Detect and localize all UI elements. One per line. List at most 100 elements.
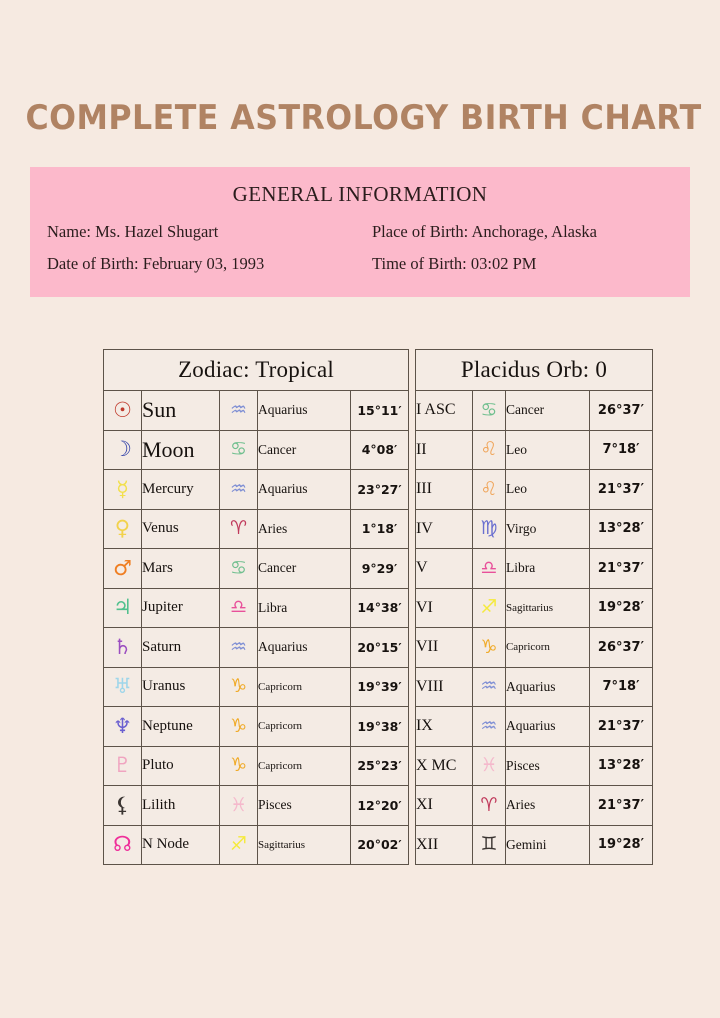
info-field-place-of-birth: Place of Birth: Anchorage, Alaska: [372, 222, 597, 241]
zodiac-pisces-icon: ♓: [471, 745, 506, 786]
info-field-name: Name: Ms. Hazel Shugart: [47, 222, 219, 241]
planets-table-header: Zodiac: Tropical: [102, 349, 410, 391]
table-row: ♀ Venus ♈ Aries 1°18′: [103, 508, 410, 549]
house-degree-value: 26°37′: [588, 390, 654, 431]
planet-degree-value: 14°38′: [349, 587, 410, 628]
zodiac-sign-name: Cancer: [257, 548, 351, 589]
table-row: IX ♒ Aquarius 21°37′: [414, 706, 654, 747]
house-label: II: [414, 429, 473, 470]
page-title: COMPLETE ASTROLOGY BIRTH CHART: [25, 98, 702, 138]
zodiac-sign-name: Cancer: [257, 429, 351, 470]
table-row: X MC ♓ Pisces 13°28′: [414, 745, 654, 786]
house-label: IX: [414, 706, 473, 747]
planet-mars-icon: ♂: [103, 548, 142, 589]
house-label: VII: [414, 627, 473, 668]
info-field-date-of-birth: Date of Birth: February 03, 1993: [47, 254, 265, 273]
table-row: IV ♍ Virgo 13°28′: [414, 508, 654, 549]
planet-lilith-icon: ⚸: [103, 785, 142, 826]
zodiac-sagittarius-icon: ♐: [219, 824, 258, 865]
zodiac-sign-name: Aquarius: [504, 666, 590, 707]
zodiac-sign-name: Capricorn: [257, 745, 351, 786]
house-label: XII: [414, 824, 473, 865]
planet-degree-value: 4°08′: [349, 429, 410, 470]
house-label: IV: [414, 508, 473, 549]
house-degree-value: 19°28′: [588, 824, 654, 865]
zodiac-sign-name: Pisces: [257, 785, 351, 826]
planet-name: Lilith: [141, 785, 220, 826]
general-information-heading: GENERAL INFORMATION: [232, 182, 488, 206]
zodiac-leo-icon: ♌: [471, 429, 506, 470]
houses-table: Placidus Orb: 0 I ASC ♋ Cancer 26°37′ II ♌ Leo…: [414, 349, 654, 865]
planet-degree-value: 19°38′: [349, 706, 410, 747]
zodiac-capricorn-icon: ♑: [219, 745, 258, 786]
table-row: XII ♊ Gemini 19°28′: [414, 824, 654, 865]
table-row: ♄ Saturn ♒ Aquarius 20°15′: [103, 627, 410, 668]
planet-degree-value: 1°18′: [349, 508, 410, 549]
zodiac-aries-icon: ♈: [471, 785, 506, 826]
house-degree-value: 7°18′: [588, 429, 654, 470]
planet-degree-value: 23°27′: [349, 469, 410, 510]
house-degree-value: 13°28′: [588, 745, 654, 786]
house-label: V: [414, 548, 473, 589]
table-row: VIII ♒ Aquarius 7°18′: [414, 666, 654, 707]
table-row: ♅ Uranus ♑ Capricorn 19°39′: [103, 666, 410, 707]
zodiac-aries-icon: ♈: [219, 508, 258, 549]
house-label: III: [414, 469, 473, 510]
house-label: I ASC: [414, 390, 473, 431]
table-row: II ♌ Leo 7°18′: [414, 429, 654, 470]
house-degree-value: 21°37′: [588, 785, 654, 826]
table-row: ☽ Moon ♋ Cancer 4°08′: [103, 429, 410, 470]
zodiac-pisces-icon: ♓: [219, 785, 258, 826]
zodiac-sign-name: Capricorn: [504, 627, 590, 668]
zodiac-sign-name: Leo: [504, 469, 590, 510]
general-information-banner: GENERAL INFORMATION Name: Ms. Hazel Shug…: [30, 167, 690, 297]
house-degree-value: 21°37′: [588, 706, 654, 747]
zodiac-sign-name: Aries: [504, 785, 590, 826]
zodiac-libra-icon: ♎: [471, 548, 506, 589]
planet-name: Moon: [141, 429, 220, 470]
table-row: ☊ N Node ♐ Sagittarius 20°02′: [103, 824, 410, 865]
planet-name: Jupiter: [141, 587, 220, 628]
planet-venus-icon: ♀: [103, 508, 142, 549]
zodiac-aquarius-icon: ♒: [471, 706, 506, 747]
zodiac-sign-name: Sagittarius: [504, 587, 590, 628]
house-degree-value: 19°28′: [588, 587, 654, 628]
zodiac-libra-icon: ♎: [219, 587, 258, 628]
zodiac-sign-name: Capricorn: [257, 666, 351, 707]
zodiac-sign-name: Aquarius: [257, 390, 351, 431]
planet-name: Neptune: [141, 706, 220, 747]
table-row: ⚸ Lilith ♓ Pisces 12°20′: [103, 785, 410, 826]
zodiac-sign-name: Leo: [504, 429, 590, 470]
zodiac-leo-icon: ♌: [471, 469, 506, 510]
zodiac-aquarius-icon: ♒: [219, 390, 258, 431]
planet-degree-value: 25°23′: [349, 745, 410, 786]
planet-degree-value: 20°02′: [349, 824, 410, 865]
zodiac-cancer-icon: ♋: [219, 548, 258, 589]
planet-degree-value: 20°15′: [349, 627, 410, 668]
planet-name: Mars: [141, 548, 220, 589]
page-title-container: COMPLETE ASTROLOGY BIRTH CHART: [0, 98, 720, 138]
table-row: III ♌ Leo 21°37′: [414, 469, 654, 510]
zodiac-aquarius-icon: ♒: [471, 666, 506, 707]
planet-name: N Node: [141, 824, 220, 865]
house-label: XI: [414, 785, 473, 826]
planets-table-body: ☉ Sun ♒ Aquarius 15°11′ ☽ Moon ♋ Cancer 4°08′ ☿ Mer…: [103, 390, 410, 865]
zodiac-sign-name: Aquarius: [257, 627, 351, 668]
zodiac-sign-name: Libra: [257, 587, 351, 628]
house-label: X MC: [414, 745, 473, 786]
zodiac-cancer-icon: ♋: [219, 429, 258, 470]
table-row: I ASC ♋ Cancer 26°37′: [414, 390, 654, 431]
zodiac-sign-name: Aquarius: [504, 706, 590, 747]
zodiac-sign-name: Sagittarius: [257, 824, 351, 865]
zodiac-gemini-icon: ♊: [471, 824, 506, 865]
table-row: ☿ Mercury ♒ Aquarius 23°27′: [103, 469, 410, 510]
table-row: VII ♑ Capricorn 26°37′: [414, 627, 654, 668]
planet-moon-icon: ☽: [103, 429, 142, 470]
table-row: XI ♈ Aries 21°37′: [414, 785, 654, 826]
planet-name: Uranus: [141, 666, 220, 707]
zodiac-capricorn-icon: ♑: [471, 627, 506, 668]
planet-degree-value: 19°39′: [349, 666, 410, 707]
zodiac-aquarius-icon: ♒: [219, 469, 258, 510]
planets-table: Zodiac: Tropical ☉ Sun ♒ Aquarius 15°11′ ☽ Moo…: [102, 349, 410, 865]
planet-pluto-icon: ♇: [103, 745, 142, 786]
